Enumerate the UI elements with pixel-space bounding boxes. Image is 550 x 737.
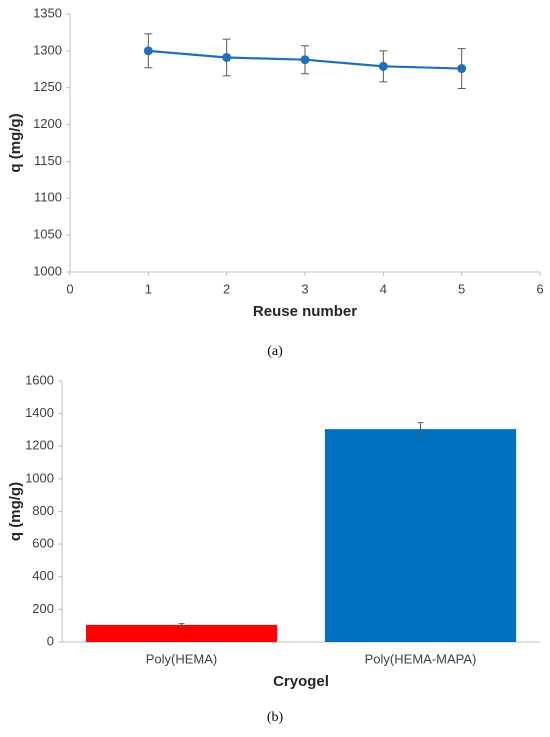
y-tick-label: 400	[32, 568, 54, 583]
y-tick-label: 200	[32, 601, 54, 616]
caption: (a)	[267, 344, 283, 359]
marker	[378, 61, 388, 71]
x-tick-label: 3	[301, 281, 308, 296]
x-axis-title: Cryogel	[273, 673, 329, 690]
y-tick-label: 1350	[33, 5, 62, 20]
bar	[324, 429, 517, 642]
y-tick-label: 1400	[25, 405, 54, 420]
y-tick-label: 1250	[33, 79, 62, 94]
y-tick-label: 1200	[25, 438, 54, 453]
y-tick-label: 1000	[25, 470, 54, 485]
y-axis-title: q (mg/g)	[7, 482, 24, 541]
x-tick-label: 6	[536, 281, 543, 296]
x-tick-label: 1	[145, 281, 152, 296]
marker	[457, 64, 467, 74]
y-tick-label: 600	[32, 536, 54, 551]
y-tick-label: 1600	[25, 372, 54, 387]
x-tick-label: Poly(HEMA)	[146, 651, 218, 666]
x-tick-label: 4	[380, 281, 387, 296]
y-tick-label: 1050	[33, 227, 62, 242]
caption: (b)	[267, 710, 284, 725]
marker	[300, 55, 310, 65]
marker	[143, 46, 153, 56]
y-tick-label: 1300	[33, 42, 62, 57]
y-tick-label: 1100	[34, 190, 62, 205]
bar	[85, 624, 278, 642]
x-tick-label: 2	[223, 281, 230, 296]
y-tick-label: 800	[32, 503, 54, 518]
y-tick-label: 0	[47, 633, 54, 648]
x-tick-label: Poly(HEMA-MAPA)	[365, 651, 477, 666]
marker	[222, 52, 232, 62]
error-bar	[178, 623, 185, 627]
y-axis-title: q (mg/g)	[7, 113, 24, 172]
x-tick-label: 5	[458, 281, 465, 296]
y-tick-label: 1000	[33, 263, 62, 278]
error-bar	[417, 422, 424, 437]
x-tick-label: 0	[66, 281, 73, 296]
y-tick-label: 1150	[34, 153, 62, 168]
x-axis-title: Reuse number	[253, 303, 357, 320]
y-tick-label: 1200	[33, 116, 62, 131]
